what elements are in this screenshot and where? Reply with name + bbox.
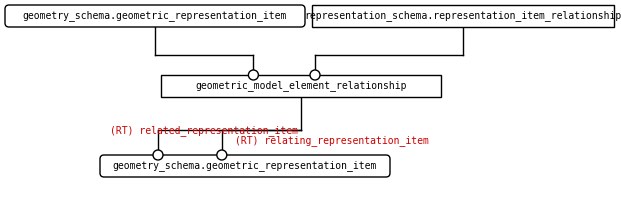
Circle shape (310, 70, 320, 80)
FancyBboxPatch shape (100, 155, 390, 177)
Text: geometry_schema.geometric_representation_item: geometry_schema.geometric_representation… (23, 11, 287, 21)
Text: geometry_schema.geometric_representation_item: geometry_schema.geometric_representation… (113, 161, 377, 172)
Bar (161, 75, 441, 97)
Text: (RT) relating_representation_item: (RT) relating_representation_item (235, 135, 429, 146)
Text: (RT) related_representation_item: (RT) related_representation_item (110, 125, 298, 136)
Text: representation_schema.representation_item_relationship: representation_schema.representation_ite… (304, 11, 621, 21)
Circle shape (153, 150, 163, 160)
Circle shape (248, 70, 258, 80)
Circle shape (217, 150, 227, 160)
FancyBboxPatch shape (5, 5, 305, 27)
Bar (312, 5, 614, 27)
Text: geometric_model_element_relationship: geometric_model_element_relationship (195, 81, 407, 92)
